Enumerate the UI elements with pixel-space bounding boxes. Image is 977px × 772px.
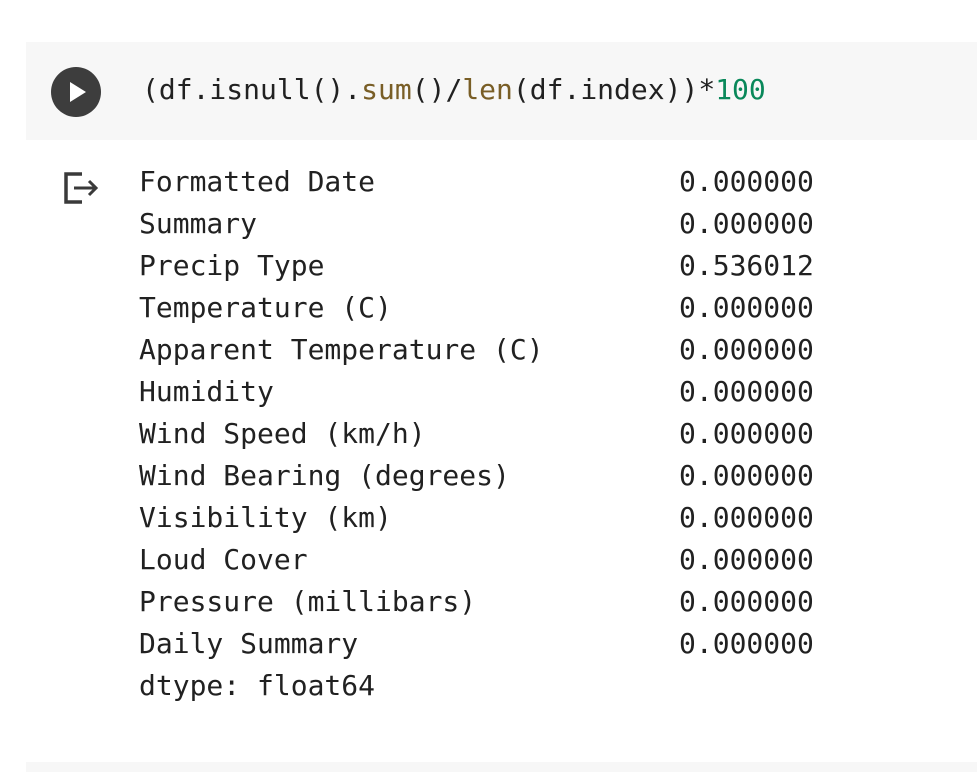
missing-percent-value: 0.000000: [679, 375, 814, 408]
missing-percent-value: 0.000000: [679, 585, 814, 618]
missing-percent-value: 0.000000: [679, 459, 814, 492]
missing-percent-value: 0.536012: [679, 249, 814, 282]
missing-percent-value: 0.000000: [679, 417, 814, 450]
code-token: len: [462, 73, 513, 106]
output-row: Wind Speed (km/h) 0.000000: [139, 413, 814, 455]
output-row: Summary 0.000000: [139, 203, 814, 245]
dtype-line: dtype: float64: [139, 669, 376, 702]
output-row: Pressure (millibars) 0.000000: [139, 581, 814, 623]
column-name: Visibility (km): [139, 501, 392, 534]
output-row: Humidity 0.000000: [139, 371, 814, 413]
code-token: (df.isnull().: [142, 73, 362, 106]
code-editor-line[interactable]: (df.isnull().sum()/len(df.index))*100: [142, 72, 766, 108]
column-name: Summary: [139, 207, 258, 240]
cell-output: Formatted Date 0.000000 Summary 0.000000…: [139, 161, 814, 707]
next-cell-edge[interactable]: [26, 762, 977, 772]
code-cell[interactable]: (df.isnull().sum()/len(df.index))*100: [26, 42, 977, 140]
missing-percent-value: 0.000000: [679, 165, 814, 198]
code-token: 100: [715, 73, 766, 106]
play-icon: [70, 82, 86, 102]
output-row: Wind Bearing (degrees) 0.000000: [139, 455, 814, 497]
output-row: Visibility (km) 0.000000: [139, 497, 814, 539]
output-redirect-icon[interactable]: [58, 168, 102, 208]
column-name: Apparent Temperature (C): [139, 333, 544, 366]
output-row: Apparent Temperature (C) 0.000000: [139, 329, 814, 371]
missing-percent-value: 0.000000: [679, 501, 814, 534]
missing-percent-value: 0.000000: [679, 291, 814, 324]
column-name: Wind Bearing (degrees): [139, 459, 510, 492]
column-name: Daily Summary: [139, 627, 359, 660]
column-name: Precip Type: [139, 249, 325, 282]
code-token: ()/: [411, 73, 463, 106]
column-name: Humidity: [139, 375, 274, 408]
output-row: Temperature (C) 0.000000: [139, 287, 814, 329]
missing-percent-value: 0.000000: [679, 207, 814, 240]
column-name: Wind Speed (km/h): [139, 417, 426, 450]
run-cell-button[interactable]: [51, 67, 101, 117]
column-name: Pressure (millibars): [139, 585, 477, 618]
column-name: Formatted Date: [139, 165, 376, 198]
output-row: Daily Summary 0.000000: [139, 623, 814, 665]
output-row: Loud Cover 0.000000: [139, 539, 814, 581]
output-row: Precip Type 0.536012: [139, 245, 814, 287]
code-token: (df.index))*: [512, 73, 716, 106]
column-name: Loud Cover: [139, 543, 308, 576]
code-token: sum: [361, 73, 412, 106]
missing-percent-value: 0.000000: [679, 627, 814, 660]
missing-percent-value: 0.000000: [679, 333, 814, 366]
output-row: Formatted Date 0.000000: [139, 161, 814, 203]
column-name: Temperature (C): [139, 291, 392, 324]
missing-percent-value: 0.000000: [679, 543, 814, 576]
